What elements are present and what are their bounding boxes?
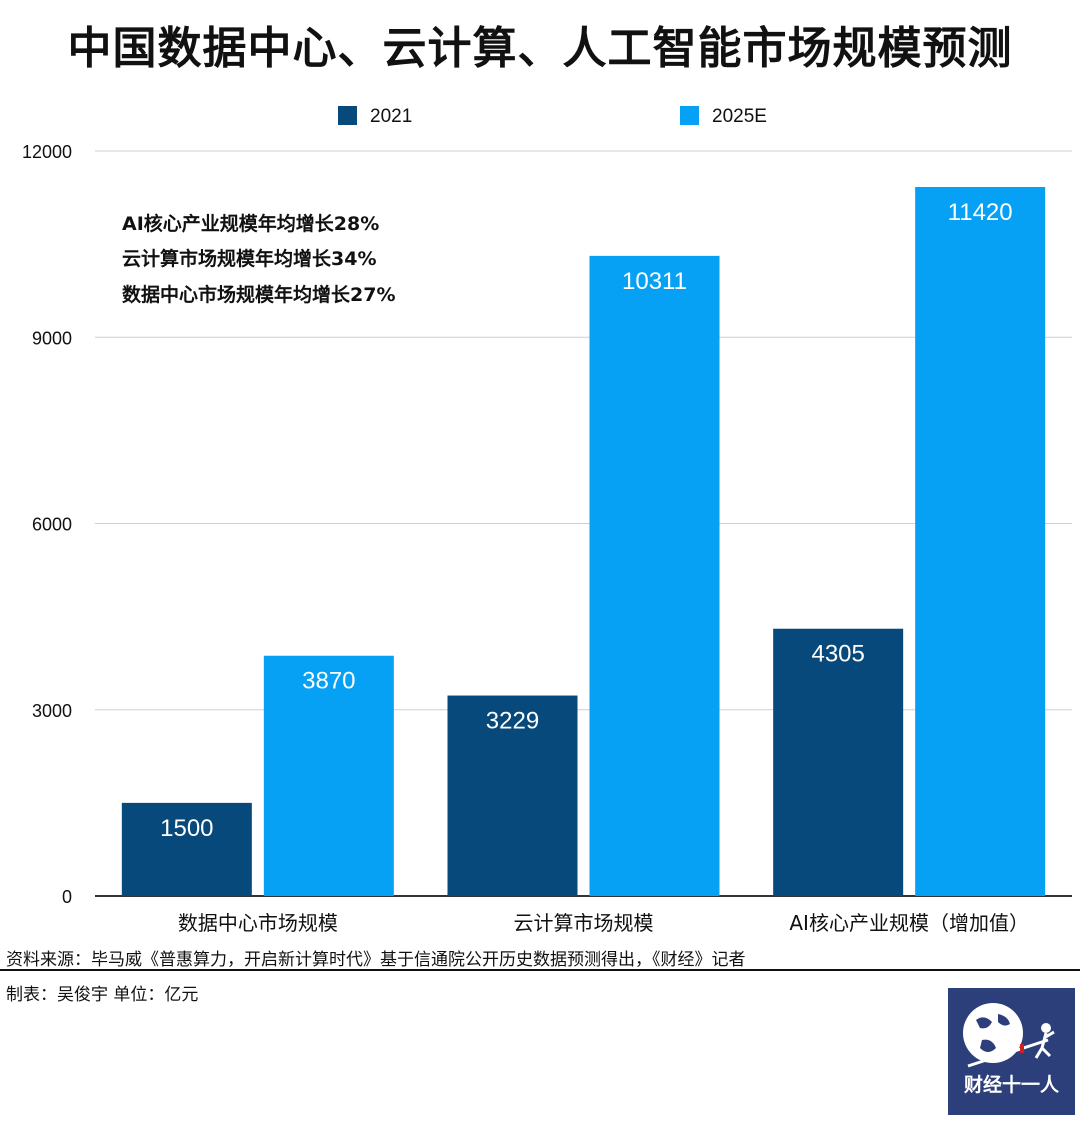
bar-chart: 0 3000 6000 9000 12000 2021 2025E 1500 3870 数据中心市… [22,106,1072,935]
y-tick-label: 3000 [32,701,72,721]
bar [915,187,1046,897]
brand-logo: 财经十一人 [948,988,1075,1115]
bar-value-label: 10311 [622,268,687,295]
bar [447,695,578,896]
legend-swatch [680,106,699,125]
bar-value-label: 4305 [811,641,864,668]
logo-text: 财经十一人 [963,1074,1059,1096]
x-category-label: 云计算市场规模 [514,911,654,935]
credit-note: 制表：吴俊宇 单位：亿元 [6,985,199,1005]
bar [263,655,394,896]
y-tick-label: 9000 [32,328,72,348]
bar-value-label: 3229 [486,708,539,735]
annotation-cloud-growth: 云计算市场规模年均增长34% [122,248,377,270]
bar [121,802,252,896]
divider [0,969,1080,971]
y-tick-label: 12000 [22,142,72,162]
bar-value-label: 11420 [948,199,1013,226]
bar [773,628,904,896]
legend-label: 2025E [712,106,767,127]
source-note: 资料来源：毕马威《普惠算力，开启新计算时代》基于信通院公开历史数据预测得出，《财… [6,950,746,970]
x-category-label: AI核心产业规模（增加值） [789,911,1029,935]
bar-value-label: 3870 [302,668,355,695]
legend-label: 2021 [370,106,412,127]
y-tick-label: 6000 [32,515,72,535]
bar-value-label: 1500 [160,815,213,842]
globe-icon [963,1003,1055,1068]
legend-swatch [338,106,357,125]
x-category-label: 数据中心市场规模 [178,911,338,935]
annotation-datacenter-growth: 数据中心市场规模年均增长27% [122,284,396,306]
y-tick-label: 0 [62,887,72,907]
chart-title: 中国数据中心、云计算、人工智能市场规模预测 [67,23,1013,74]
annotation-ai-growth: AI核心产业规模年均增长28% [122,213,380,235]
bar [589,255,720,896]
